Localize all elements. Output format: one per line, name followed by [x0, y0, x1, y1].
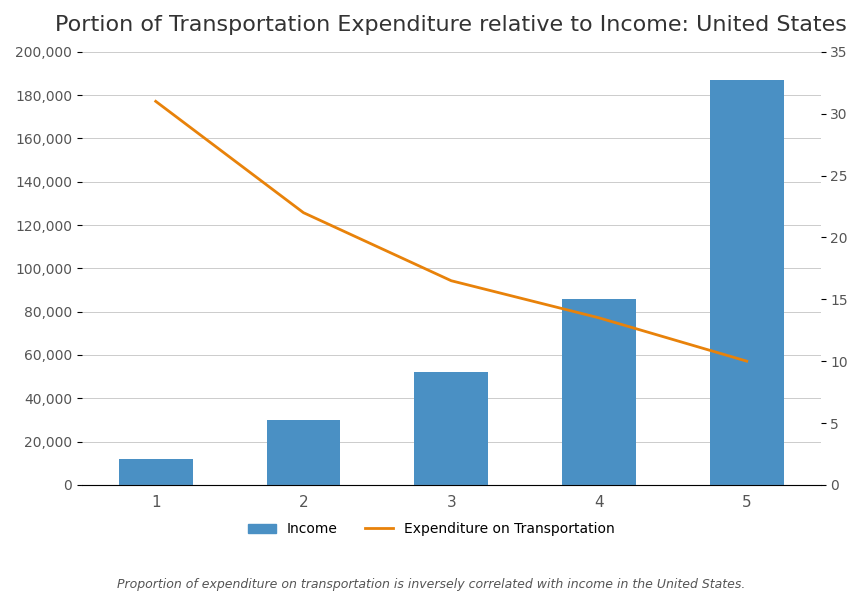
- Text: Proportion of expenditure on transportation is inversely correlated with income : Proportion of expenditure on transportat…: [117, 578, 746, 592]
- Title: Portion of Transportation Expenditure relative to Income: United States: Portion of Transportation Expenditure re…: [55, 15, 847, 35]
- Bar: [119, 459, 192, 485]
- Bar: [562, 298, 636, 485]
- Bar: [710, 80, 784, 485]
- Bar: [267, 420, 340, 485]
- Legend: Income, Expenditure on Transportation: Income, Expenditure on Transportation: [243, 517, 620, 541]
- Bar: [414, 372, 488, 485]
